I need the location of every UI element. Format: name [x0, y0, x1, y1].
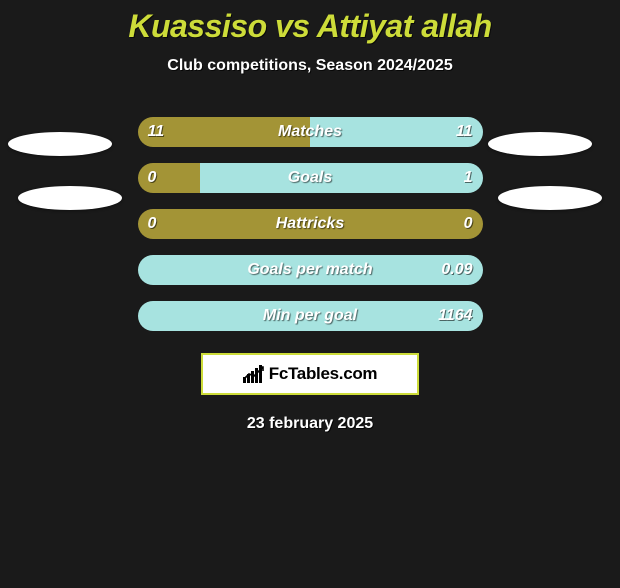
value-left: 0	[138, 163, 167, 193]
date-label: 23 february 2025	[0, 415, 620, 433]
value-right: 0	[454, 209, 483, 239]
stat-row-goals-per-match: 0.09Goals per match	[138, 255, 483, 285]
value-left: 11	[138, 117, 175, 147]
stat-row-matches: 1111Matches	[138, 117, 483, 147]
stat-row-hattricks: 00Hattricks	[138, 209, 483, 239]
subtitle: Club competitions, Season 2024/2025	[0, 57, 620, 75]
stat-row-min-per-goal: 1164Min per goal	[138, 301, 483, 331]
value-left	[138, 255, 158, 285]
brand-text: FcTables.com	[269, 364, 378, 384]
brand-badge[interactable]: FcTables.com	[201, 353, 419, 395]
value-right: 0.09	[431, 255, 482, 285]
value-right: 11	[446, 117, 483, 147]
chart-icon	[243, 365, 265, 383]
page-title: Kuassiso vs Attiyat allah	[0, 8, 620, 45]
value-right: 1164	[428, 301, 482, 331]
stat-row-goals: 01Goals	[138, 163, 483, 193]
value-left: 0	[138, 209, 167, 239]
right-fill	[200, 163, 483, 193]
comparison-rows: 1111Matches01Goals00Hattricks0.09Goals p…	[0, 117, 620, 331]
value-right: 1	[454, 163, 483, 193]
value-left	[138, 301, 158, 331]
left-fill	[138, 209, 483, 239]
